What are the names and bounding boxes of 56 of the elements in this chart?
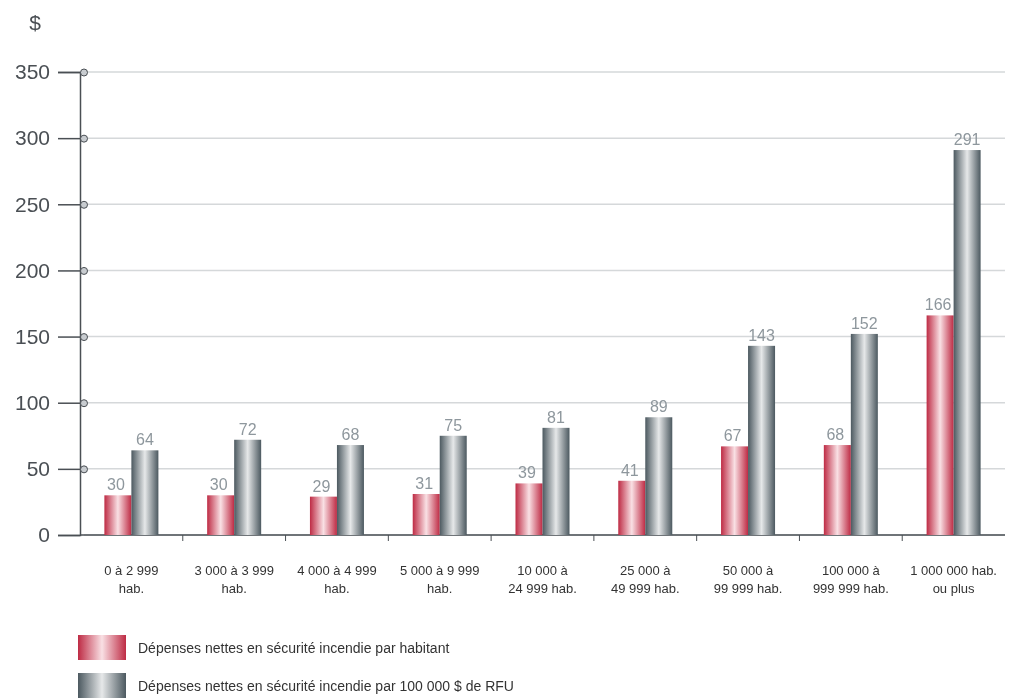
data-label: 29 [312,477,331,495]
bar [618,480,646,535]
x-tick-label: 3 000 à 3 999 hab. [194,563,274,596]
y-tick-label: 0 [38,523,50,547]
data-label: 68 [341,426,360,444]
data-label: 30 [209,476,228,494]
bar [823,445,851,535]
y-tick-label: 350 [14,60,50,84]
bar [515,483,543,535]
bar [542,427,570,535]
y-tick-label: 100 [14,390,50,414]
y-tick-label: 250 [14,192,50,216]
y-tick-label: 200 [14,258,50,282]
data-label: 39 [518,464,536,482]
data-label: 75 [444,416,463,434]
bar [721,446,749,535]
data-label: 67 [723,427,742,445]
legend-label: Dépenses nettes en sécurité incendie par 100 000 $ de RFU [138,678,514,694]
bar [131,450,159,535]
x-tick-label: 100 000 à 999 999 hab. [812,563,889,596]
bar [850,333,878,535]
bar [926,315,954,535]
data-label: 64 [135,431,154,449]
y-tick-label: 300 [14,126,50,150]
data-label: 30 [106,476,125,494]
bar [104,495,132,535]
x-tick-label: 25 000 à 49 999 hab. [610,563,680,596]
x-tick-label: 0 à 2 999 hab. [104,563,159,596]
bar [336,445,364,535]
bar [748,345,776,535]
bar [234,439,262,535]
data-label: 31 [415,474,434,492]
x-tick-label: 10 000 à 24 999 hab. [508,563,577,596]
data-label: 72 [238,420,257,438]
x-tick-label: 5 000 à 9 999 hab. [399,563,480,596]
x-tick-label: 50 000 à 99 999 hab. [713,563,783,596]
bar [439,435,467,535]
legend-label: Dépenses nettes en sécurité incendie par habitant [138,640,450,656]
data-label: 68 [826,426,845,444]
x-tick-label: 4 000 à 4 999 hab. [297,563,377,596]
data-label: 41 [620,461,639,479]
data-label: 89 [649,398,668,416]
y-tick-label: 150 [14,324,50,348]
y-tick-label: 50 [26,457,50,481]
bar [953,150,981,535]
data-label: 152 [850,314,878,332]
data-label: 81 [547,408,565,426]
bar [309,496,337,535]
data-label: 143 [748,326,775,344]
bar [645,417,673,535]
data-label: 291 [953,131,981,149]
bar [412,493,440,535]
data-label: 166 [924,296,952,314]
bar [207,495,235,535]
y-axis-title: $ [29,11,42,34]
x-tick-label: 1 000 000 hab. ou plus [910,563,997,596]
